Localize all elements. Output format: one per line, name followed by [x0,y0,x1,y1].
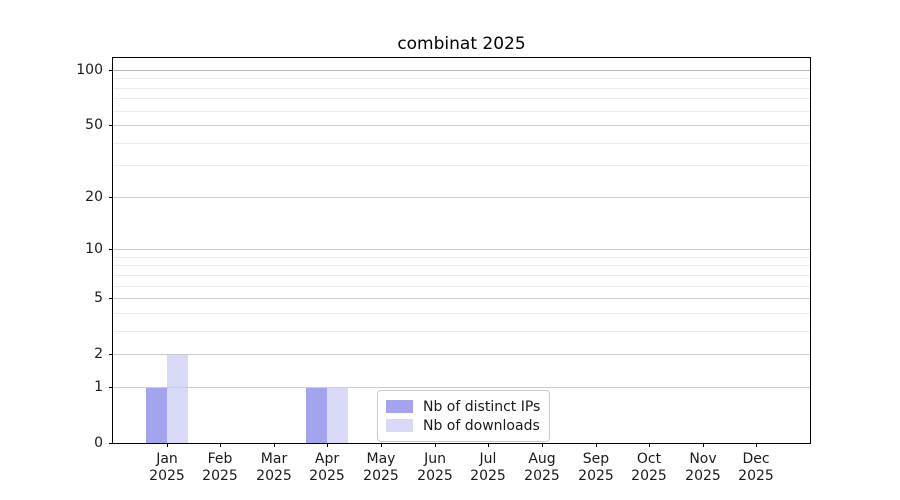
major-gridline [113,249,810,250]
y-tick-label: 100 [76,62,103,78]
y-tick-label: 1 [94,379,103,395]
x-tick-mark [167,443,168,447]
legend-item: Nb of distinct IPs [386,397,540,416]
y-tick-mark [109,249,113,250]
y-axis: 0 1 2 5 10 20 50 100 [0,58,113,451]
x-axis: Jan 2025 Feb 2025 Mar 2025 Apr 2025 May 2025… [113,443,810,493]
chart-title: combinat 2025 [397,34,526,54]
major-gridline [113,197,810,198]
y-tick-mark [109,443,113,444]
legend-item: Nb of downloads [386,416,540,435]
x-tick-label: Oct 2025 [631,451,667,484]
major-gridline [113,70,810,71]
minor-gridline [113,257,810,258]
y-tick-label: 10 [85,241,103,257]
legend-swatch [386,400,413,413]
minor-gridline [113,265,810,266]
bar-jan-distinct-ips [146,387,167,443]
x-tick-label: Aug 2025 [524,451,560,484]
bar-apr-downloads [327,387,348,443]
plot-area: Nb of distinct IPs Nb of downloads [113,58,810,443]
y-tick-label: 20 [85,189,103,205]
legend-label: Nb of distinct IPs [423,398,541,415]
y-tick-mark [109,387,113,388]
y-tick-label: 2 [94,346,103,362]
minor-gridline [113,275,810,276]
major-gridline [113,298,810,299]
x-tick-mark [649,443,650,447]
x-tick-mark [327,443,328,447]
x-tick-mark [756,443,757,447]
minor-gridline [113,331,810,332]
legend: Nb of distinct IPs Nb of downloads [377,390,551,442]
y-tick-mark [109,125,113,126]
y-tick-mark [109,197,113,198]
minor-gridline [113,78,810,79]
minor-gridline [113,286,810,287]
y-tick-mark [109,70,113,71]
x-tick-label: Dec 2025 [738,451,774,484]
x-tick-label: Jun 2025 [417,451,453,484]
bar-jan-downloads [167,354,188,443]
minor-gridline [113,313,810,314]
major-gridline [113,354,810,355]
x-tick-label: Sep 2025 [578,451,614,484]
x-tick-label: May 2025 [363,451,399,484]
bar-apr-distinct-ips [306,387,327,443]
x-tick-mark [703,443,704,447]
x-tick-label: Apr 2025 [309,451,345,484]
x-tick-label: Mar 2025 [256,451,292,484]
x-tick-label: Jul 2025 [470,451,506,484]
x-tick-mark [596,443,597,447]
x-tick-mark [220,443,221,447]
x-tick-mark [488,443,489,447]
x-tick-mark [435,443,436,447]
x-tick-label: Feb 2025 [202,451,238,484]
y-tick-label: 0 [94,435,103,451]
minor-gridline [113,165,810,166]
y-tick-mark [109,298,113,299]
minor-gridline [113,143,810,144]
legend-swatch [386,419,413,432]
minor-gridline [113,111,810,112]
x-tick-mark [274,443,275,447]
x-tick-mark [542,443,543,447]
legend-label: Nb of downloads [423,417,540,434]
x-tick-label: Nov 2025 [685,451,721,484]
minor-gridline [113,88,810,89]
x-tick-label: Jan 2025 [149,451,185,484]
minor-gridline [113,98,810,99]
y-tick-label: 5 [94,290,103,306]
y-tick-label: 50 [85,117,103,133]
y-tick-mark [109,354,113,355]
major-gridline [113,387,810,388]
major-gridline [113,125,810,126]
x-tick-mark [381,443,382,447]
